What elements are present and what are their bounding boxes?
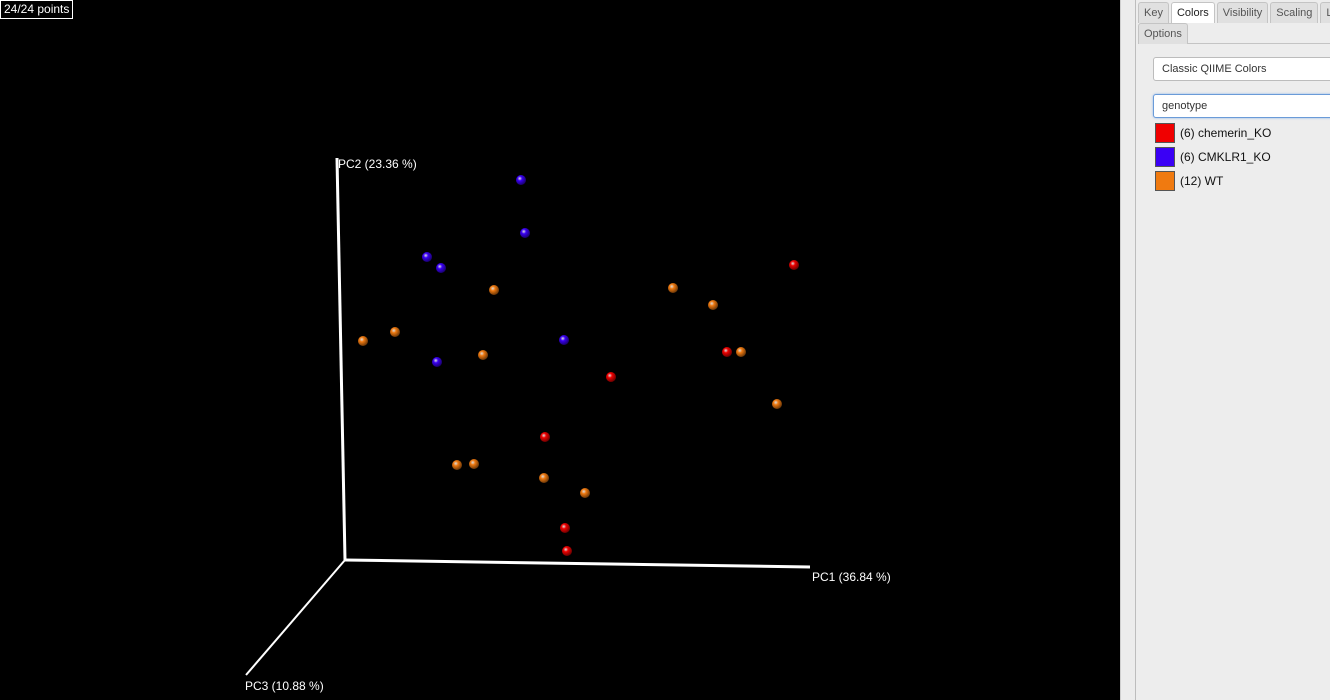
point-count-label: 24/24 points bbox=[0, 0, 74, 19]
tab-scaling[interactable]: Scaling bbox=[1270, 2, 1319, 23]
pc2-axis-label: PC2 (23.36 %) bbox=[338, 157, 417, 171]
sample-point-chemerin-ko[interactable] bbox=[722, 347, 732, 357]
sample-point-wt[interactable] bbox=[390, 327, 400, 337]
sample-point-chemerin-ko[interactable] bbox=[540, 432, 550, 442]
tab-visibility[interactable]: Visibility bbox=[1216, 2, 1269, 23]
sample-point-wt[interactable] bbox=[736, 347, 746, 357]
legend-item-chemerin-ko: (6) chemerin_KO bbox=[1155, 121, 1271, 145]
sample-point-wt[interactable] bbox=[489, 285, 499, 295]
pcoa-plot-canvas[interactable]: PC1 (36.84 %) PC2 (23.36 %) PC3 (10.88 %… bbox=[0, 0, 1120, 700]
sample-point-wt[interactable] bbox=[539, 473, 549, 483]
legend-label: (6) chemerin_KO bbox=[1180, 126, 1272, 140]
sample-point-wt[interactable] bbox=[469, 459, 479, 469]
legend-item-cmklr1-ko: (6) CMKLR1_KO bbox=[1155, 145, 1271, 169]
color-swatch[interactable] bbox=[1155, 147, 1175, 167]
color-swatch[interactable] bbox=[1155, 171, 1175, 191]
color-legend: (6) chemerin_KO (6) CMKLR1_KO (12) WT bbox=[1155, 121, 1271, 193]
color-swatch[interactable] bbox=[1155, 123, 1175, 143]
sample-point-chemerin-ko[interactable] bbox=[562, 546, 572, 556]
category-dropdown[interactable]: genotype bbox=[1153, 94, 1330, 118]
sample-point-chemerin-ko[interactable] bbox=[560, 523, 570, 533]
sample-point-cmklr1-ko[interactable] bbox=[559, 335, 569, 345]
sample-point-wt[interactable] bbox=[772, 399, 782, 409]
sample-point-cmklr1-ko[interactable] bbox=[432, 357, 442, 367]
pcoa-3d-scene[interactable]: PC1 (36.84 %) PC2 (23.36 %) PC3 (10.88 %… bbox=[0, 0, 1120, 700]
pc2-axis bbox=[335, 157, 347, 561]
sample-point-chemerin-ko[interactable] bbox=[606, 372, 616, 382]
pc3-axis bbox=[245, 559, 346, 676]
points-layer bbox=[358, 175, 799, 556]
color-scheme-dropdown[interactable]: Classic QIIME Colors bbox=[1153, 57, 1330, 81]
panel-splitter[interactable] bbox=[1120, 0, 1136, 700]
legend-label: (6) CMKLR1_KO bbox=[1180, 150, 1271, 164]
sample-point-chemerin-ko[interactable] bbox=[789, 260, 799, 270]
tab-key[interactable]: Key bbox=[1138, 2, 1169, 23]
tab-bar: Key Colors Visibility Scaling L Options bbox=[1138, 2, 1330, 44]
tab-labels[interactable]: L bbox=[1320, 2, 1330, 23]
sample-point-wt[interactable] bbox=[668, 283, 678, 293]
sample-point-cmklr1-ko[interactable] bbox=[516, 175, 526, 185]
legend-item-wt: (12) WT bbox=[1155, 169, 1271, 193]
sample-point-wt[interactable] bbox=[452, 460, 462, 470]
sample-point-cmklr1-ko[interactable] bbox=[422, 252, 432, 262]
legend-label: (12) WT bbox=[1180, 174, 1224, 188]
control-panel: Key Colors Visibility Scaling L Options … bbox=[1136, 0, 1330, 700]
pc1-axis bbox=[344, 558, 811, 569]
pc1-axis-label: PC1 (36.84 %) bbox=[812, 570, 891, 584]
sample-point-wt[interactable] bbox=[708, 300, 718, 310]
tab-colors[interactable]: Colors bbox=[1170, 2, 1215, 23]
tab-options[interactable]: Options bbox=[1138, 23, 1188, 44]
sample-point-wt[interactable] bbox=[358, 336, 368, 346]
sample-point-wt[interactable] bbox=[478, 350, 488, 360]
sample-point-cmklr1-ko[interactable] bbox=[436, 263, 446, 273]
pc3-axis-label: PC3 (10.88 %) bbox=[245, 679, 324, 693]
sample-point-wt[interactable] bbox=[580, 488, 590, 498]
sample-point-cmklr1-ko[interactable] bbox=[520, 228, 530, 238]
